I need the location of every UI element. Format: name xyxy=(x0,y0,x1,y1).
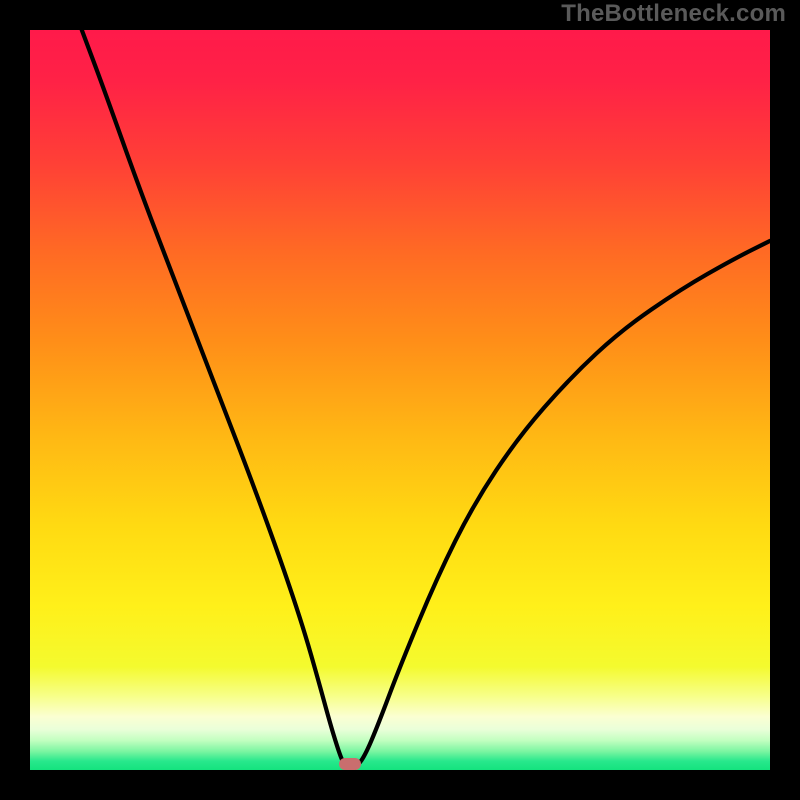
figure-container: TheBottleneck.com xyxy=(0,0,800,800)
gradient-background xyxy=(30,30,770,770)
minimum-marker xyxy=(339,758,361,770)
plot-area xyxy=(30,30,770,770)
watermark-text: TheBottleneck.com xyxy=(561,0,786,28)
plot-svg xyxy=(30,30,770,770)
